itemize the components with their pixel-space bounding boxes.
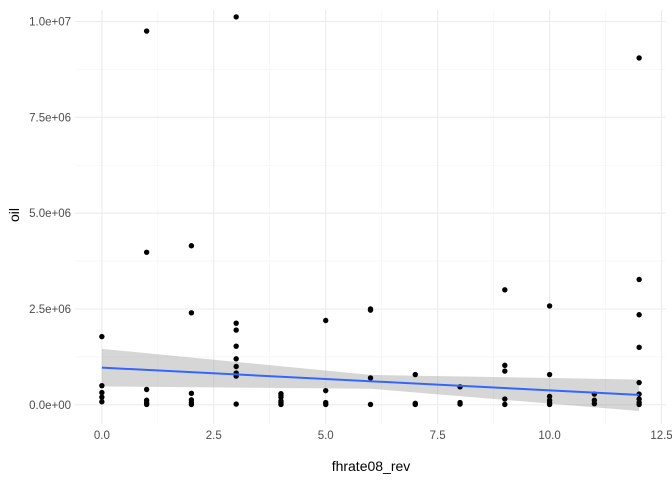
data-point	[636, 55, 642, 61]
data-point	[143, 401, 150, 408]
x-tick-label: 5.0	[318, 430, 334, 442]
data-point	[233, 363, 239, 370]
data-point	[233, 401, 239, 407]
data-point	[636, 276, 642, 283]
data-point	[188, 243, 195, 249]
y-tick-label: 1.0e+07	[29, 17, 71, 29]
data-point	[233, 327, 239, 333]
regression-line	[101, 366, 640, 396]
data-point	[323, 387, 329, 394]
data-point	[636, 401, 642, 408]
minor-gridlines	[75, 10, 666, 424]
data-point	[99, 333, 105, 340]
data-point	[278, 401, 284, 408]
x-axis-tick-labels: 0.0 2.5 5.0 7.5 10.0 12.5	[94, 430, 672, 442]
data-point	[367, 375, 374, 381]
data-point	[99, 382, 105, 389]
data-point	[233, 356, 239, 362]
y-axis-tick-labels: 0.0e+00 2.5e+06 5.0e+06 7.5e+06 1.0e+07	[29, 17, 71, 412]
data-point	[278, 394, 284, 400]
data-point	[188, 310, 195, 316]
data-point	[502, 368, 508, 374]
data-point	[143, 249, 150, 255]
data-point	[188, 390, 195, 397]
data-point	[457, 401, 463, 407]
data-points	[99, 14, 642, 408]
x-tick-label: 7.5	[430, 430, 446, 442]
data-point	[412, 401, 418, 408]
data-point	[99, 394, 105, 400]
x-tick-label: 12.5	[650, 430, 672, 442]
y-tick-label: 2.5e+06	[29, 304, 71, 316]
data-point	[323, 317, 329, 324]
data-point	[323, 401, 329, 408]
data-point	[367, 307, 374, 313]
data-point	[502, 362, 508, 369]
data-point	[546, 401, 553, 408]
data-point	[502, 401, 508, 408]
x-tick-label: 0.0	[94, 430, 110, 442]
data-point	[99, 399, 105, 405]
y-tick-label: 5.0e+06	[29, 208, 71, 220]
data-point	[502, 287, 508, 293]
data-point	[99, 389, 105, 396]
y-tick-label: 7.5e+06	[29, 112, 71, 124]
data-point	[233, 320, 239, 326]
data-point	[412, 371, 418, 378]
y-tick-label: 0.0e+00	[29, 400, 71, 412]
data-point	[502, 396, 508, 402]
data-point	[591, 400, 598, 407]
x-tick-label: 2.5	[206, 430, 222, 442]
data-point	[143, 386, 150, 393]
y-axis-title: oil	[6, 208, 22, 222]
data-point	[546, 303, 553, 309]
data-point	[188, 401, 195, 408]
fit-line-layer	[101, 366, 640, 396]
data-point	[367, 401, 374, 408]
data-point	[233, 343, 239, 349]
data-point	[636, 379, 642, 386]
data-point	[233, 14, 239, 20]
data-point	[636, 344, 642, 351]
x-axis-title: fhrate08_rev	[332, 458, 411, 474]
data-point	[546, 393, 553, 400]
data-point	[143, 28, 150, 34]
x-tick-label: 10.0	[538, 430, 560, 442]
data-point	[546, 371, 553, 378]
data-point	[636, 312, 642, 318]
